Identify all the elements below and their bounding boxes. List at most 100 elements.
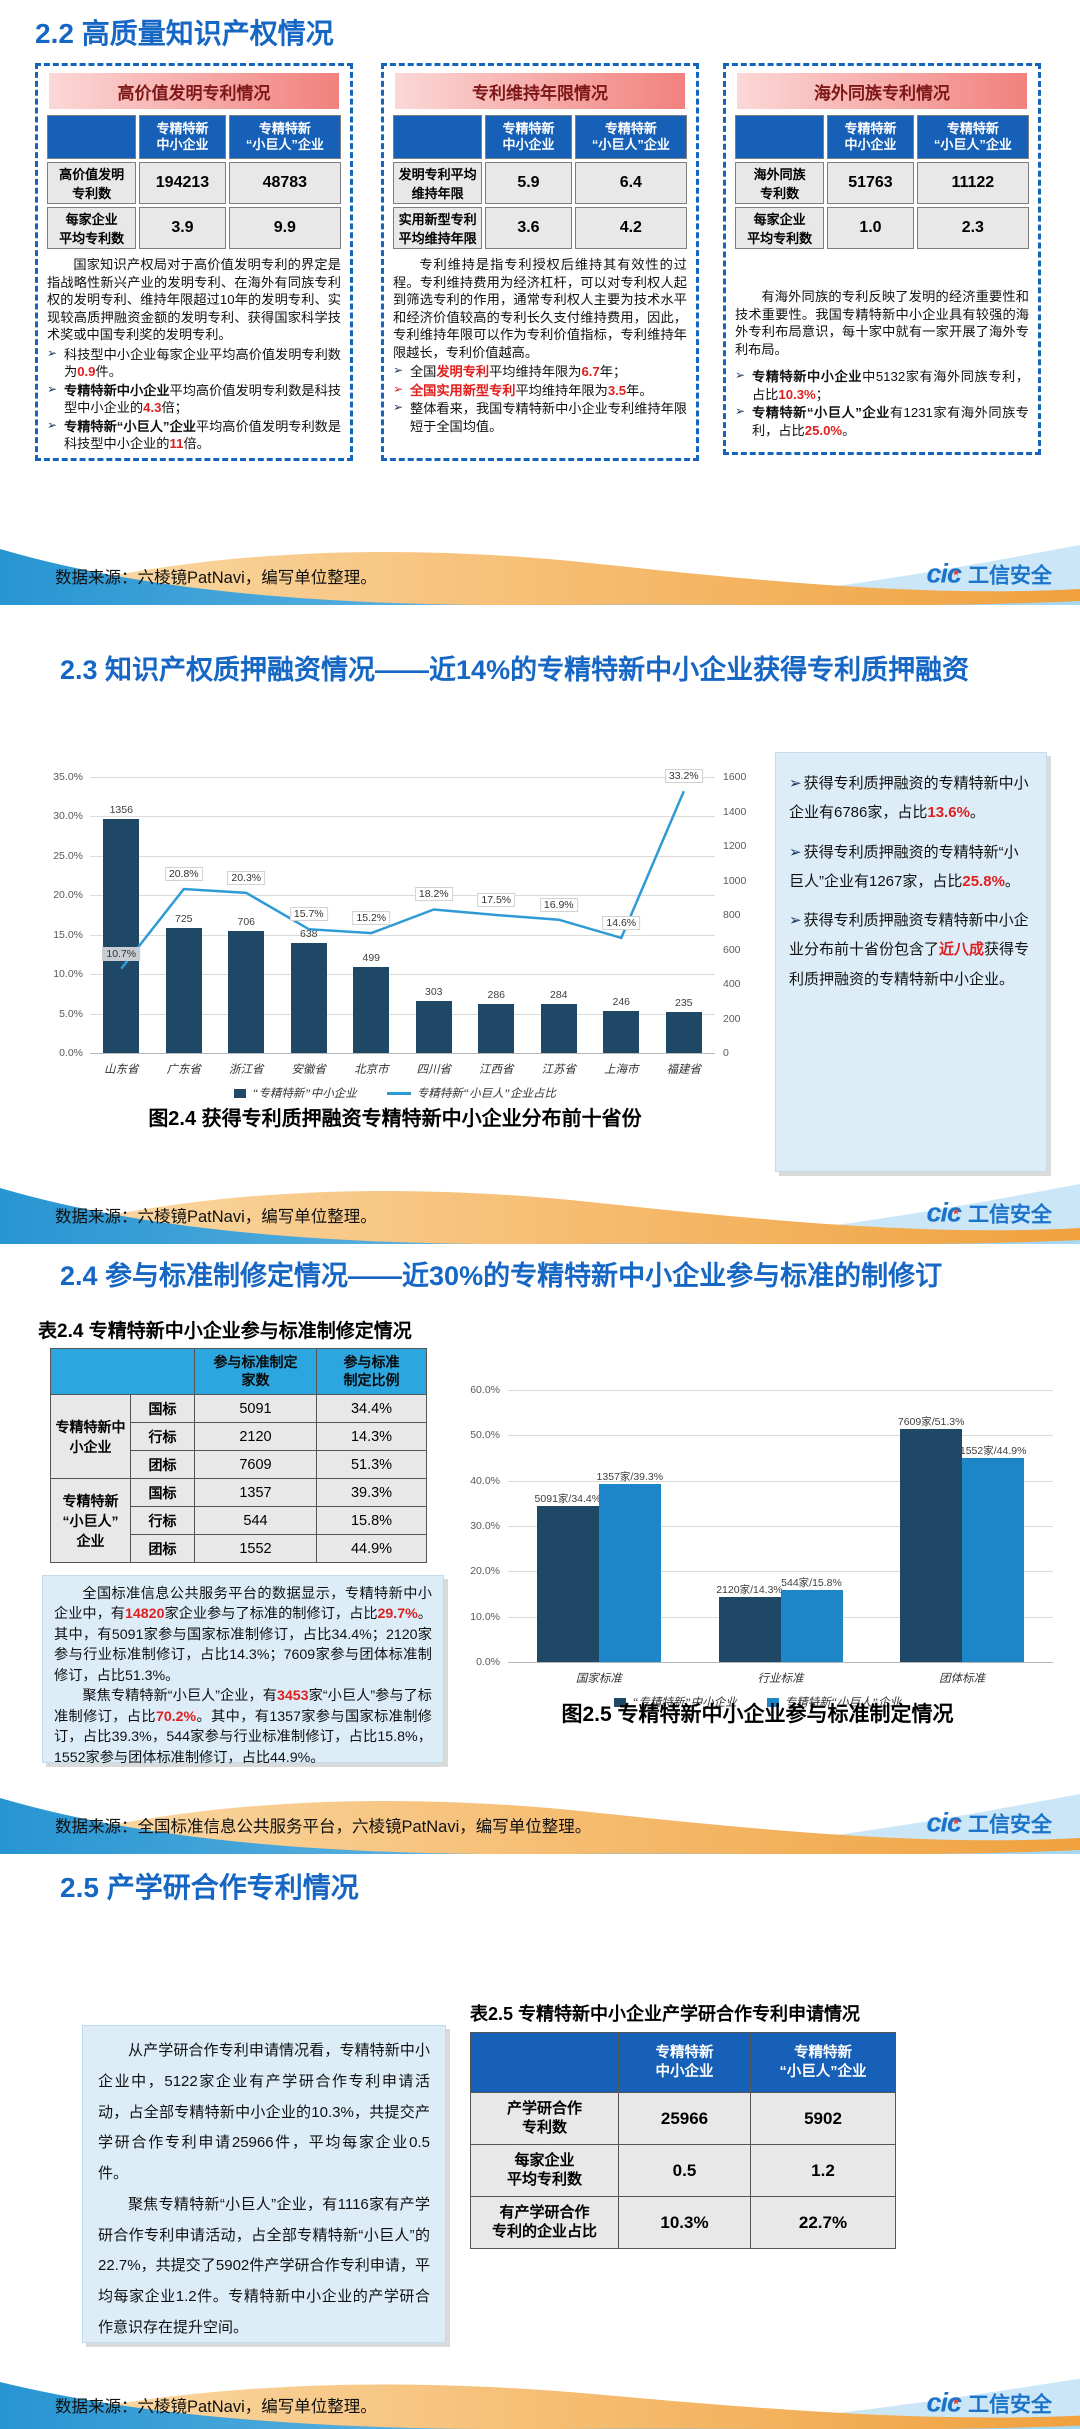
text-run: 。 (842, 422, 856, 438)
cell-value: 544 (194, 1506, 317, 1535)
fig-2-5-caption: 图2.5 专精特新中小企业参与标准制定情况 (561, 1703, 954, 1726)
category-label: 四川省 (416, 1064, 452, 1076)
cic-star-icon: ★ (951, 1206, 960, 1217)
text-run: 获得专利质押融资专精特新中小企业分布前十省份包含了 (789, 912, 1029, 959)
gridline (508, 1435, 1053, 1437)
text-run: 。其中，有5091家参与国家标准制修订，占比34.4%；2120家参与行业标准制… (54, 1606, 432, 1684)
overseas-family-patent-table: 专精特新 中小企业 专精特新 “小巨人”企业 海外同族 专利数 51763 11… (732, 112, 1032, 252)
axis-tick-left: 5.0% (59, 1007, 83, 1020)
highlight-red-text: 11 (169, 436, 184, 452)
cell-value: 3.6 (485, 207, 572, 249)
axis-tick-left: 40.0% (470, 1474, 500, 1487)
paragraph: 国家知识产权局对于高价值发明专利的界定是指战略性新兴产业的发明专利、在海外有同族… (47, 256, 341, 344)
highlight-red-text: 25.0% (804, 422, 843, 438)
paragraph: 有海外同族的专利反映了发明的经济重要性和技术重要性。我国专精特新中小企业具有较强… (735, 288, 1029, 358)
cic-logo-text: 工信安全 (968, 1203, 1052, 1226)
row-label: 产学研合作 专利数 (470, 2092, 619, 2145)
standards-participation-table: 参与标准制定 家数 参与标准 制定比例 专精特新中 小企业 国标 5091 34… (50, 1348, 427, 1563)
bar (718, 1597, 781, 1662)
cell-value: 4.2 (574, 207, 687, 249)
cell-value: 3.9 (139, 207, 226, 249)
fig-2-4-plot-area: 1356 山东省 725 广东省 706 浙江省 638 安徽省 499 北京市 303 四川省 286… (90, 769, 715, 1076)
table-corner (470, 2032, 619, 2093)
highlight-red-text: 全国实用新型专利 (410, 382, 516, 398)
bar-value-label: 1357家/39.3% (596, 1470, 664, 1483)
row-label: 每家企业 平均专利数 (735, 207, 825, 249)
axis-tick-right: 1600 (723, 771, 747, 783)
text-run: 科技型中小企业每家企业平均高价值发明专利数为 (64, 346, 341, 380)
cic-star-icon: ★ (951, 1816, 960, 1827)
box-bullets: ➢ 科技型中小企业每家企业平均高价值发明专利数为0.9件。 ➢ 专精特新中小企业平均高… (47, 346, 341, 453)
text-run: 年。 (626, 382, 653, 398)
cell-value: 1.2 (750, 2144, 896, 2197)
axis-tick-left: 50.0% (470, 1429, 500, 1442)
patent-maintenance-box: 专利维持年限情况 专精特新 中小企业 专精特新 “小巨人”企业 发明专利平均 维… (381, 63, 699, 461)
bar (598, 1483, 661, 1662)
cic-logo-mark: cic ★ (926, 2387, 962, 2418)
overseas-family-patent-box: 海外同族专利情况 专精特新 中小企业 专精特新 “小巨人”企业 海外同族 专利数… (723, 63, 1041, 455)
cell-value: 22.7% (750, 2196, 896, 2249)
text-run: 倍。 (183, 436, 210, 452)
bullet-arrow-icon: ➢ (393, 363, 404, 378)
cell-value: 2120 (194, 1422, 317, 1451)
cic-logo-mark: cic ★ (926, 1807, 962, 1838)
bullet-item: ➢ 整体看来，我国专精特新中小企业专利维持年限短于全国均值。 (393, 400, 687, 435)
axis-tick-left: 20.0% (470, 1565, 500, 1578)
text-run: 平均维持年限为 (489, 364, 582, 380)
text-run: 。其中，有1357家参与国家标准制修订，占比39.3%，544家参与行业标准制修… (54, 1708, 432, 1766)
cell-value: 14.3% (316, 1422, 427, 1451)
bold-text: 专精特新“小巨人”企业 (64, 418, 196, 434)
category-label: 广东省 (166, 1064, 202, 1076)
text-run: 倍； (161, 400, 188, 416)
bar-value-label: 499 (362, 951, 381, 964)
cic-logo: cic ★ 工信安全 (926, 1198, 1052, 1229)
bullet-item: ➢ 获得专利质押融资的专精特新中小企业有6786家，占比13.6%。 (789, 769, 1033, 828)
category-label: 浙江省 (229, 1064, 264, 1076)
column-header: 参与标准 制定比例 (316, 1348, 427, 1395)
bar-value-label: 284 (549, 989, 568, 1001)
cic-logo: cic ★ 工信安全 (926, 559, 1052, 590)
section-2-2-title: 2.2 高质量知识产权情况 (35, 18, 334, 49)
table-2-4-caption: 表2.4 专精特新中小企业参与标准制修定情况 (38, 1321, 412, 1342)
cell-value: 11122 (916, 162, 1029, 204)
column-header: 专精特新 中小企业 (485, 115, 572, 159)
bar-value-label: 7609家/51.3% (897, 1416, 965, 1429)
data-source-text: 数据来源：六棱镜PatNavi，编写单位整理。 (55, 568, 377, 587)
highlight-red-text: 13.6% (927, 804, 970, 822)
gridline (90, 934, 715, 936)
text-run: 聚焦专精特新“小巨人”企业，有1116家有产学研合作专利申请活动，占全部专精特新… (98, 2195, 430, 2336)
row-label: 团标 (130, 1450, 195, 1479)
cic-logo-mark: cic ★ (926, 558, 962, 589)
category-label: 江西省 (479, 1064, 514, 1076)
bullet-arrow-icon: ➢ (735, 404, 746, 419)
bullet-item: ➢ 全国发明专利平均维持年限为6.7年； (393, 363, 687, 381)
paragraph: 聚焦专精特新“小巨人”企业，有3453家“小巨人”参与了标准制修订，占比70.2… (54, 1686, 432, 1768)
cic-star-icon: ★ (951, 2396, 960, 2407)
text-run: 家“小巨人”参与了标准制修订，占比 (54, 1688, 432, 1725)
summary-paragraphs: 全国标准信息公共服务平台的数据显示，专精特新中小企业中，有14820家企业参与了… (54, 1584, 432, 1768)
axis-tick-right: 1000 (723, 874, 747, 887)
fig-2-5-legend: “专精特新”中小企业 专精特新“小巨人”企业 (450, 1694, 1065, 1710)
legend-label: “专精特新”中小企业 (631, 1697, 737, 1709)
text-run: 获得专利质押融资的专精特新中小企业。 (789, 941, 1030, 988)
category-label: 江苏省 (541, 1064, 577, 1076)
cic-logo-text: 工信安全 (968, 1813, 1052, 1836)
category-label: 福建省 (666, 1064, 702, 1076)
text-run: 获得专利质押融资的专精特新中小企业有6786家，占比 (789, 775, 1029, 822)
footer-wave-graphic (0, 2378, 1080, 2429)
bullet-arrow-icon: ➢ (47, 417, 58, 432)
paragraph: 聚焦专精特新“小巨人”企业，有1116家有产学研合作专利申请活动，占全部专精特新… (98, 2190, 430, 2344)
bar-value-label: 286 (487, 988, 506, 1001)
row-label: 有产学研合作 专利的企业占比 (470, 2196, 619, 2249)
bar (603, 1010, 640, 1053)
bar (228, 931, 265, 1053)
cell-value: 5.9 (485, 162, 572, 204)
highlight-red-text: 29.7% (377, 1606, 418, 1623)
column-header: 专精特新 中小企业 (827, 115, 914, 159)
category-label: 行业标准 (757, 1673, 804, 1685)
bar-value-label: 1356 (109, 804, 133, 817)
text-run: 平均维持年限为 (515, 382, 608, 398)
box-bullets: ➢ 专精特新中小企业中5132家有海外同族专利，占比10.3%； ➢ 专精特新“小巨人… (735, 368, 1029, 439)
line-series (120, 790, 685, 970)
